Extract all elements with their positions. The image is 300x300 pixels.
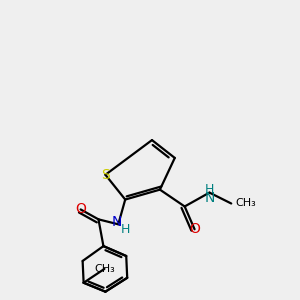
Text: H: H [205,183,214,196]
Text: CH₃: CH₃ [235,199,256,208]
Text: S: S [101,168,110,182]
Text: O: O [189,222,200,236]
Text: O: O [75,202,86,216]
Text: CH₃: CH₃ [94,264,115,274]
Text: N: N [111,215,122,229]
Text: N: N [204,190,214,205]
Text: H: H [121,223,130,236]
